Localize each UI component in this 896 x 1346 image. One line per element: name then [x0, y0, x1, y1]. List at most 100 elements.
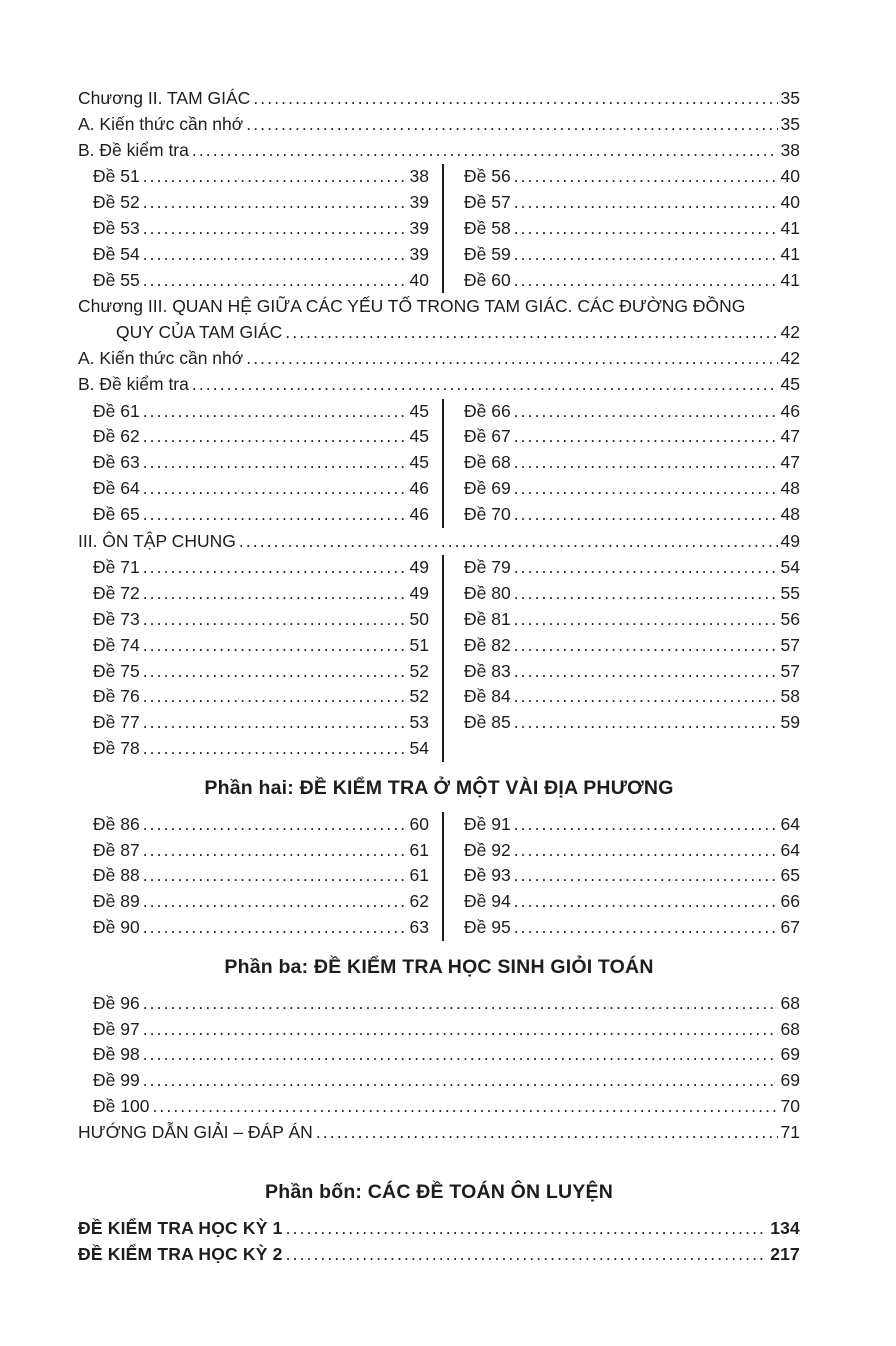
- entry-label: Đề 79: [464, 557, 511, 578]
- entry-label: Đề 80: [464, 583, 511, 604]
- entry-page-number: 68: [780, 1018, 800, 1039]
- entry-page-number: 50: [409, 608, 429, 629]
- entry-page-number: 57: [780, 660, 800, 681]
- dot-leader: [143, 710, 407, 736]
- entry-page-number: 35: [780, 88, 800, 108]
- entry-label: Đề 67: [464, 426, 511, 447]
- dot-leader: [143, 216, 407, 242]
- entry-label: Đề 98: [93, 1044, 140, 1065]
- dot-leader: [143, 399, 407, 425]
- toc-entry: Đề 83 57: [464, 659, 800, 685]
- section-heading-prefix: Phần hai:: [204, 776, 300, 799]
- toc-entry: Đề 86 60: [93, 812, 429, 838]
- dot-leader: [286, 1242, 768, 1268]
- dot-leader: [514, 476, 778, 502]
- entry-page-number: 68: [780, 992, 800, 1013]
- entry-label: Đề 100: [93, 1095, 150, 1116]
- section-heading: Phần ba: ĐỀ KIỂM TRA HỌC SINH GIỎI TOÁN: [78, 954, 800, 980]
- dot-leader: [143, 1017, 778, 1043]
- dot-leader: [514, 607, 778, 633]
- toc-entry: Đề 99 69: [78, 1068, 800, 1094]
- entry-page-number: 69: [780, 1070, 800, 1091]
- entry-label: Đề 51: [93, 166, 140, 187]
- dot-leader: [514, 190, 778, 216]
- entry-page-number: 54: [409, 737, 429, 758]
- entry-page-number: 35: [780, 113, 800, 134]
- entry-label: A. Kiến thức cần nhớ: [78, 113, 244, 134]
- entry-label: Đề 89: [93, 891, 140, 912]
- entry-page-number: 65: [780, 865, 800, 886]
- entry-label: B. Đề kiểm tra: [78, 139, 189, 160]
- dot-leader: [514, 502, 778, 528]
- entry-page-number: 59: [780, 712, 800, 733]
- toc-entry: Đề 68 47: [464, 450, 800, 476]
- section-heading-title: CÁC ĐỀ TOÁN ÔN LUYỆN: [367, 1181, 613, 1204]
- toc-entry: Chương II. TAM GIÁC 35: [78, 86, 800, 112]
- dot-leader: [143, 889, 407, 915]
- entry-page-number: 49: [409, 557, 429, 578]
- dot-leader: [143, 736, 407, 762]
- toc-entry: ĐỀ KIỂM TRA HỌC KỲ 1 134: [78, 1216, 800, 1242]
- entry-label: Đề 68: [464, 452, 511, 473]
- dot-leader: [143, 555, 407, 581]
- entry-page-number: 56: [780, 608, 800, 629]
- entry-label: Đề 59: [464, 243, 511, 264]
- entry-label: HƯỚNG DẪN GIẢI – ĐÁP ÁN: [78, 1121, 313, 1142]
- entry-label: A. Kiến thức cần nhớ: [78, 347, 244, 368]
- right-column: Đề 79 54 Đề 80 55 Đề 81 56 Đề 82 57 Đề 83 57 Đề 84…: [444, 555, 800, 761]
- entry-label: ĐỀ KIỂM TRA HỌC KỲ 1: [78, 1218, 283, 1239]
- dot-leader: [143, 659, 407, 685]
- toc-entry: Đề 91 64: [464, 812, 800, 838]
- entry-page-number: 66: [780, 891, 800, 912]
- toc-entry: A. Kiến thức cần nhớ 35: [78, 112, 800, 138]
- entry-label: Đề 57: [464, 192, 511, 213]
- entry-page-number: 54: [780, 557, 800, 578]
- toc-entry: Đề 57 40: [464, 190, 800, 216]
- dot-leader: [143, 863, 407, 889]
- entry-label: Đề 75: [93, 660, 140, 681]
- toc-entry: Đề 75 52: [93, 659, 429, 685]
- entry-label: Đề 54: [93, 243, 140, 264]
- entry-label: Đề 72: [93, 583, 140, 604]
- dot-leader: [143, 633, 407, 659]
- entry-label: Chương III. QUAN HỆ GIỮA CÁC YẾU TỐ TRON…: [78, 296, 746, 317]
- toc-entry: Đề 92 64: [464, 838, 800, 864]
- dot-leader: [143, 684, 407, 710]
- dot-leader: [514, 450, 778, 476]
- toc-entry: Đề 95 67: [464, 915, 800, 941]
- toc-entry: Đề 82 57: [464, 633, 800, 659]
- toc-entry: A. Kiến thức cần nhớ 42: [78, 346, 800, 372]
- dot-leader: [143, 581, 407, 607]
- entry-page-number: 64: [780, 813, 800, 834]
- entry-page-number: 42: [780, 322, 800, 343]
- entry-page-number: 45: [409, 452, 429, 473]
- toc-entry: Đề 67 47: [464, 424, 800, 450]
- dot-leader: [514, 164, 778, 190]
- toc-entry: Đề 89 62: [93, 889, 429, 915]
- entry-page-number: 48: [780, 503, 800, 524]
- toc-entry: Đề 53 39: [93, 216, 429, 242]
- dot-leader: [143, 190, 407, 216]
- dot-leader: [514, 838, 778, 864]
- entry-label: Đề 87: [93, 839, 140, 860]
- entry-label: Đề 91: [464, 813, 511, 834]
- dot-leader: [143, 607, 407, 633]
- dot-leader: [514, 659, 778, 685]
- toc-entry: Đề 97 68: [78, 1017, 800, 1043]
- section-heading-title: ĐỀ KIỂM TRA Ở MỘT VÀI ĐỊA PHƯƠNG: [299, 776, 674, 799]
- entry-label: Đề 94: [464, 891, 511, 912]
- dot-leader: [143, 424, 407, 450]
- dot-leader: [143, 812, 407, 838]
- entry-label: Đề 92: [464, 839, 511, 860]
- entry-label: Đề 52: [93, 192, 140, 213]
- toc-entry: Đề 85 59: [464, 710, 800, 736]
- dot-leader: [143, 268, 407, 294]
- toc-entry: Đề 78 54: [93, 736, 429, 762]
- entry-label: Đề 63: [93, 452, 140, 473]
- entry-page-number: 55: [780, 583, 800, 604]
- dot-leader: [192, 372, 778, 398]
- entry-page-number: 39: [409, 192, 429, 213]
- entry-page-number: 67: [780, 916, 800, 937]
- entry-label: Đề 95: [464, 916, 511, 937]
